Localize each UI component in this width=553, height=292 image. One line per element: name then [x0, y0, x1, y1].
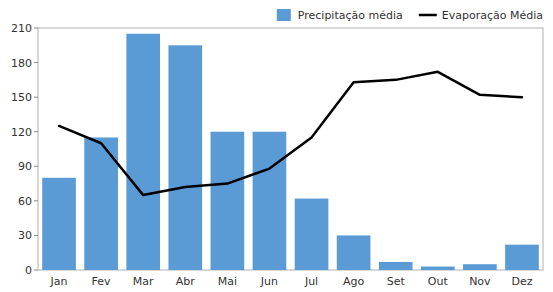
plot-marks [42, 34, 539, 270]
y-tick [34, 131, 38, 132]
y-tick [34, 235, 38, 236]
x-tick-label: Jan [50, 275, 68, 288]
x-tick-label: Fev [92, 275, 111, 288]
bar [126, 34, 160, 270]
y-tick-label: 120 [11, 126, 32, 139]
x-tick-label: Mai [218, 275, 237, 288]
y-tick-label: 30 [18, 229, 32, 242]
legend-swatch [277, 9, 291, 21]
bar [463, 264, 497, 270]
legend: Precipitação média Evaporação Média [277, 9, 543, 22]
y-tick-label: 0 [25, 264, 32, 277]
x-tick-label: Jul [304, 275, 318, 288]
y-tick [34, 200, 38, 201]
y-tick-label: 180 [11, 57, 32, 70]
y-tick [34, 166, 38, 167]
legend-swatch [419, 14, 437, 17]
legend-label: Precipitação média [298, 9, 403, 22]
y-tick [34, 62, 38, 63]
legend-item: Evaporação Média [419, 9, 543, 22]
x-tick-label: Mar [133, 275, 154, 288]
bar [168, 45, 202, 270]
legend-label: Evaporação Média [442, 9, 543, 22]
y-tick [34, 28, 38, 29]
x-tick-label: Ago [343, 275, 365, 288]
bar [421, 267, 455, 270]
y-tick-label: 90 [18, 160, 32, 173]
bar [211, 132, 245, 270]
y-tick-label: 150 [11, 91, 32, 104]
bar [42, 178, 76, 270]
y-tick-label: 210 [11, 22, 32, 35]
legend-item: Precipitação média [277, 9, 403, 22]
bar [505, 245, 539, 270]
bar [337, 235, 371, 270]
bar [295, 199, 329, 270]
x-tick-label: Out [428, 275, 449, 288]
x-tick-label: Jun [260, 275, 278, 288]
x-tick-label: Set [387, 275, 406, 288]
x-tick-label: Dez [511, 275, 532, 288]
line [59, 72, 522, 195]
y-tick [34, 270, 38, 271]
bar [379, 262, 413, 270]
x-tick-label: Abr [176, 275, 196, 288]
x-tick-label: Nov [469, 275, 491, 288]
plot-frame [38, 28, 543, 270]
bar [253, 132, 287, 270]
y-tick-label: 60 [18, 195, 32, 208]
y-tick [34, 97, 38, 98]
chart: 0 30 60 90 120 150 180 210 Jan Fev Mar Abr Mai Jun Jul… [0, 0, 553, 292]
